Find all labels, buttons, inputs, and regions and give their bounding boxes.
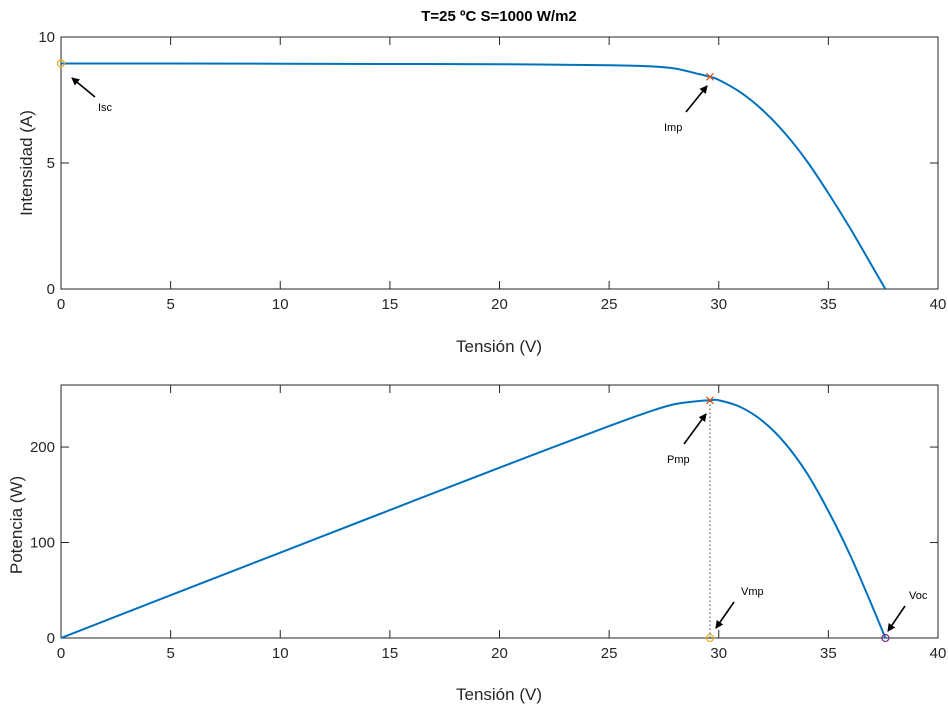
y-axis-label-top: Intensidad (A) bbox=[17, 110, 36, 216]
series-line-current bbox=[60, 62, 887, 290]
y-axis-label-bottom: Potencia (W) bbox=[7, 476, 26, 574]
annotation-vmp: Vmp bbox=[741, 586, 764, 598]
x-tick-label: 5 bbox=[166, 645, 174, 662]
chart-power-voltage: 0 5 10 15 20 25 30 35 40 0 100 200 Tensión (V) Pote… bbox=[7, 384, 946, 704]
marker-isc bbox=[56, 59, 66, 68]
ticks-bottom bbox=[60, 385, 939, 639]
x-axis-label-top: Tensión (V) bbox=[456, 337, 542, 356]
plot-area-top bbox=[60, 36, 939, 290]
annotation-pmp: Pmp bbox=[667, 454, 690, 466]
chart-current-voltage: 0 5 10 15 20 25 30 35 40 0 5 10 Tensión (V) Intensi… bbox=[17, 29, 946, 356]
tick-labels-top: 0 5 10 15 20 25 30 35 40 0 5 10 bbox=[38, 29, 946, 313]
x-tick-label: 20 bbox=[491, 296, 508, 313]
arrow-vmp bbox=[715, 601, 735, 629]
x-tick-label: 20 bbox=[491, 645, 508, 662]
chart-title: T=25 ºC S=1000 W/m2 bbox=[421, 8, 577, 25]
x-tick-label: 5 bbox=[166, 296, 174, 313]
marker-vmp bbox=[705, 633, 715, 643]
x-tick-label: 30 bbox=[710, 645, 727, 662]
x-tick-label: 35 bbox=[820, 296, 837, 313]
x-tick-label: 35 bbox=[820, 645, 837, 662]
series-line-power bbox=[60, 398, 887, 639]
x-tick-label: 40 bbox=[930, 296, 947, 313]
marker-pmp bbox=[706, 396, 714, 405]
marker-imp bbox=[706, 72, 714, 81]
y-tick-label: 200 bbox=[30, 439, 55, 456]
tick-labels-bottom: 0 5 10 15 20 25 30 35 40 0 100 200 bbox=[30, 439, 946, 662]
arrow-voc bbox=[887, 605, 906, 632]
x-tick-label: 0 bbox=[57, 645, 65, 662]
annotation-voc: Voc bbox=[909, 590, 928, 602]
x-tick-label: 10 bbox=[272, 645, 289, 662]
x-tick-label: 15 bbox=[382, 296, 399, 313]
ticks-top bbox=[60, 36, 939, 290]
y-tick-label: 5 bbox=[47, 155, 55, 172]
x-axis-label-bottom: Tensión (V) bbox=[456, 685, 542, 704]
annotation-isc: Isc bbox=[98, 102, 113, 114]
x-tick-label: 25 bbox=[601, 296, 618, 313]
x-tick-label: 15 bbox=[382, 645, 399, 662]
x-tick-label: 40 bbox=[930, 645, 947, 662]
y-tick-label: 0 bbox=[47, 630, 55, 647]
arrow-pmp bbox=[683, 413, 707, 445]
markers-top bbox=[56, 59, 714, 81]
arrow-imp bbox=[685, 85, 708, 113]
x-tick-label: 25 bbox=[601, 645, 618, 662]
x-tick-label: 30 bbox=[710, 296, 727, 313]
annotation-imp: Imp bbox=[664, 122, 682, 134]
x-tick-label: 10 bbox=[272, 296, 289, 313]
marker-voc bbox=[881, 633, 890, 643]
y-tick-label: 10 bbox=[38, 29, 55, 46]
markers-bottom bbox=[705, 396, 890, 643]
arrow-isc bbox=[71, 77, 96, 98]
x-tick-label: 0 bbox=[57, 296, 65, 313]
y-tick-label: 100 bbox=[30, 535, 55, 552]
y-tick-label: 0 bbox=[47, 281, 55, 298]
plot-area-bottom bbox=[60, 384, 939, 639]
